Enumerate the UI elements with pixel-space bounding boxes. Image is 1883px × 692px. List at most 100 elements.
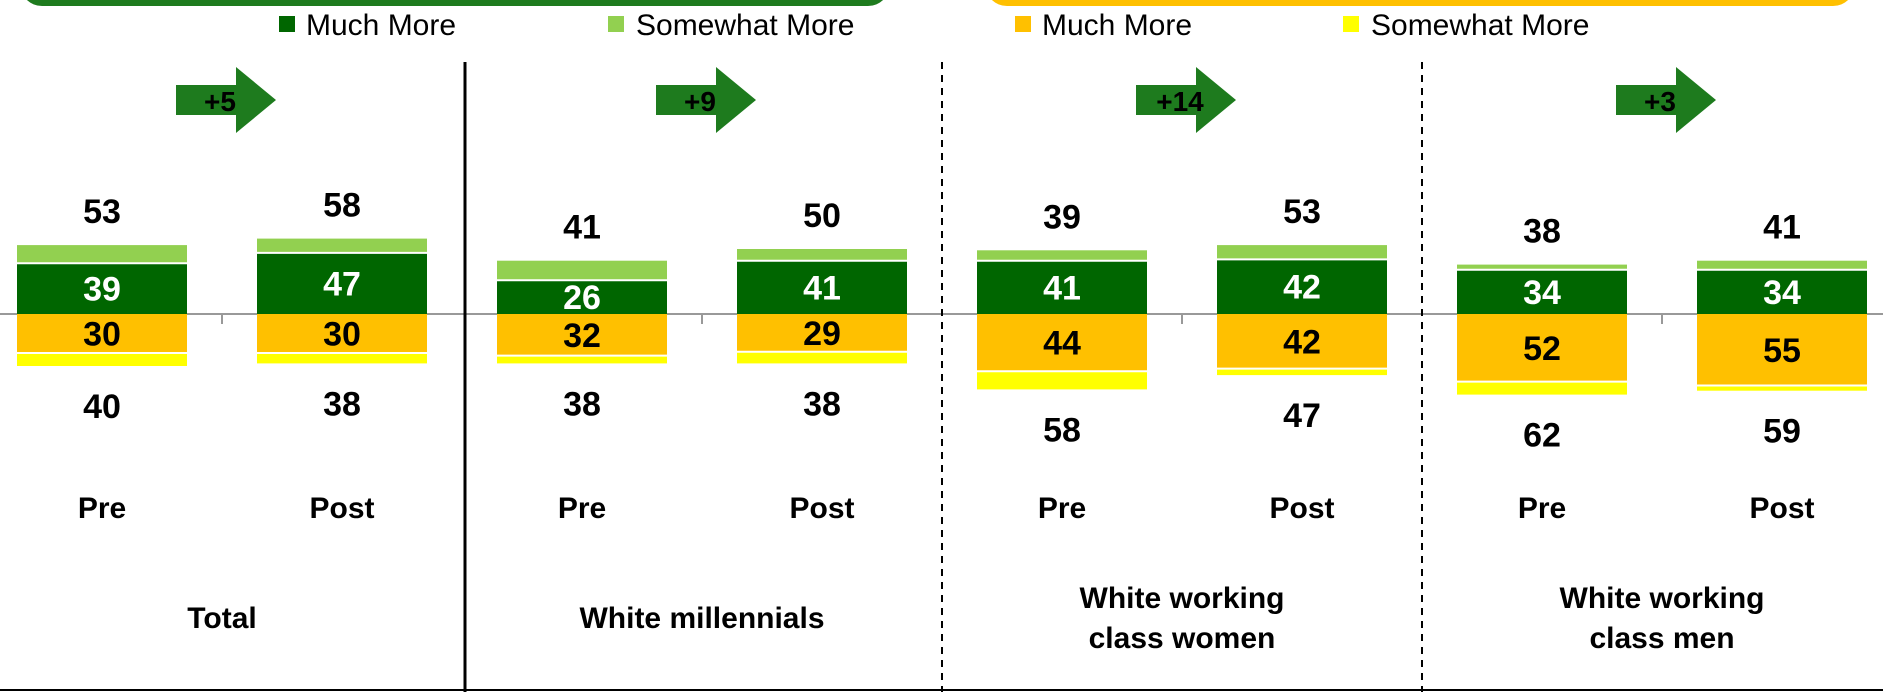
bar-segment-upper-somewhat [977, 250, 1147, 261]
change-arrow [1616, 67, 1716, 133]
data-label-lower-much: 30 [323, 316, 361, 354]
legend-swatch-upper-somewhat [608, 16, 624, 32]
bar-segment-lower-much [17, 314, 187, 353]
bar-category-label: Pre [78, 492, 126, 525]
legend-label-upper-somewhat: Somewhat More [636, 9, 854, 42]
total-label-upper: 58 [323, 187, 361, 225]
total-label-lower: 58 [1043, 411, 1081, 449]
bar-segment-lower-much [1217, 314, 1387, 369]
bar-segment-lower-somewhat [1457, 381, 1627, 395]
total-label-upper: 41 [563, 209, 601, 247]
bar-segment-lower-much [257, 314, 427, 353]
data-label-lower-much: 29 [803, 315, 841, 353]
bar-category-label: Pre [1518, 492, 1566, 525]
total-label-lower: 62 [1523, 417, 1561, 455]
total-label-lower: 38 [563, 385, 601, 423]
bar-segment-lower-much [1697, 314, 1867, 386]
total-label-lower: 38 [803, 385, 841, 423]
change-label: +9 [684, 86, 716, 117]
data-label-lower-much: 32 [563, 317, 601, 355]
bar-segment-lower-somewhat [737, 351, 907, 364]
legend-label-upper-much: Much More [306, 9, 456, 42]
bar-segment-upper-much [497, 280, 667, 314]
data-label-upper-much: 41 [1043, 269, 1081, 307]
group-label: White working [1560, 582, 1765, 615]
group-label: White working [1080, 582, 1285, 615]
data-label-lower-much: 30 [83, 316, 121, 354]
group-label: class men [1589, 622, 1734, 655]
group-label: White millennials [579, 602, 824, 635]
total-label-lower: 47 [1283, 397, 1321, 435]
total-label-upper: 41 [1763, 209, 1801, 247]
bar-segment-lower-much [737, 314, 907, 352]
group-label: Total [187, 602, 256, 635]
total-label-lower: 40 [83, 388, 121, 426]
legend-swatch-upper-much [279, 16, 295, 32]
bar-segment-upper-somewhat [17, 245, 187, 264]
banner-right [991, 0, 1849, 6]
change-label: +5 [204, 86, 236, 117]
bar-segment-upper-much [17, 263, 187, 314]
bar-category-label: Post [789, 492, 854, 525]
data-label-upper-much: 34 [1523, 274, 1561, 312]
total-label-lower: 38 [323, 385, 361, 423]
change-label: +3 [1644, 86, 1676, 117]
bar-segment-lower-somewhat [1697, 385, 1867, 391]
bar-segment-upper-somewhat [257, 238, 427, 253]
bar-segment-upper-much [1697, 269, 1867, 314]
total-label-upper: 39 [1043, 198, 1081, 236]
legend-swatch-lower-somewhat [1343, 16, 1359, 32]
data-label-lower-much: 55 [1763, 332, 1801, 370]
bar-segment-upper-much [1457, 269, 1627, 314]
banner-left [26, 0, 884, 6]
total-label-upper: 53 [1283, 193, 1321, 231]
data-label-upper-much: 34 [1763, 274, 1801, 312]
change-label: +14 [1156, 86, 1204, 117]
bar-segment-upper-much [1217, 259, 1387, 314]
bar-segment-lower-somewhat [257, 353, 427, 364]
bar-segment-lower-much [497, 314, 667, 356]
bar-segment-lower-somewhat [1217, 368, 1387, 376]
bar-category-label: Pre [558, 492, 606, 525]
data-label-upper-much: 26 [563, 279, 601, 317]
data-label-upper-much: 47 [323, 265, 361, 303]
total-label-upper: 53 [83, 193, 121, 231]
data-label-lower-much: 52 [1523, 330, 1561, 368]
bar-segment-upper-much [737, 260, 907, 314]
data-label-lower-much: 42 [1283, 323, 1321, 361]
data-label-upper-much: 41 [803, 269, 841, 307]
bar-segment-lower-much [1457, 314, 1627, 382]
legend-label-lower-much: Much More [1042, 9, 1192, 42]
legend: Much More Somewhat More Much More Somewh… [279, 9, 1589, 42]
bar-segment-upper-somewhat [1697, 260, 1867, 270]
data-label-upper-much: 39 [83, 271, 121, 309]
bar-segment-upper-somewhat [1217, 245, 1387, 260]
bar-segment-upper-much [257, 252, 427, 314]
bar-segment-lower-somewhat [497, 355, 667, 364]
change-arrow [176, 67, 276, 133]
total-label-lower: 59 [1763, 413, 1801, 451]
bar-category-label: Post [1749, 492, 1814, 525]
legend-label-lower-somewhat: Somewhat More [1371, 9, 1589, 42]
bar-segment-lower-much [977, 314, 1147, 372]
bar-segment-upper-much [977, 260, 1147, 314]
total-label-upper: 38 [1523, 213, 1561, 251]
bar-category-label: Pre [1038, 492, 1086, 525]
bar-category-label: Post [309, 492, 374, 525]
bar-segment-upper-somewhat [1457, 264, 1627, 270]
bar-category-label: Post [1269, 492, 1334, 525]
bar-segment-lower-somewhat [977, 371, 1147, 390]
bar-segment-upper-somewhat [497, 260, 667, 281]
data-label-upper-much: 42 [1283, 269, 1321, 307]
change-arrow [1136, 67, 1236, 133]
total-label-upper: 50 [803, 197, 841, 235]
group-label: class women [1089, 622, 1276, 655]
bar-segment-upper-somewhat [737, 249, 907, 261]
data-label-lower-much: 44 [1043, 325, 1081, 363]
change-arrow [656, 67, 756, 133]
bar-segment-lower-somewhat [17, 353, 187, 366]
legend-swatch-lower-much [1015, 16, 1031, 32]
axis-ticks [221, 314, 1663, 324]
